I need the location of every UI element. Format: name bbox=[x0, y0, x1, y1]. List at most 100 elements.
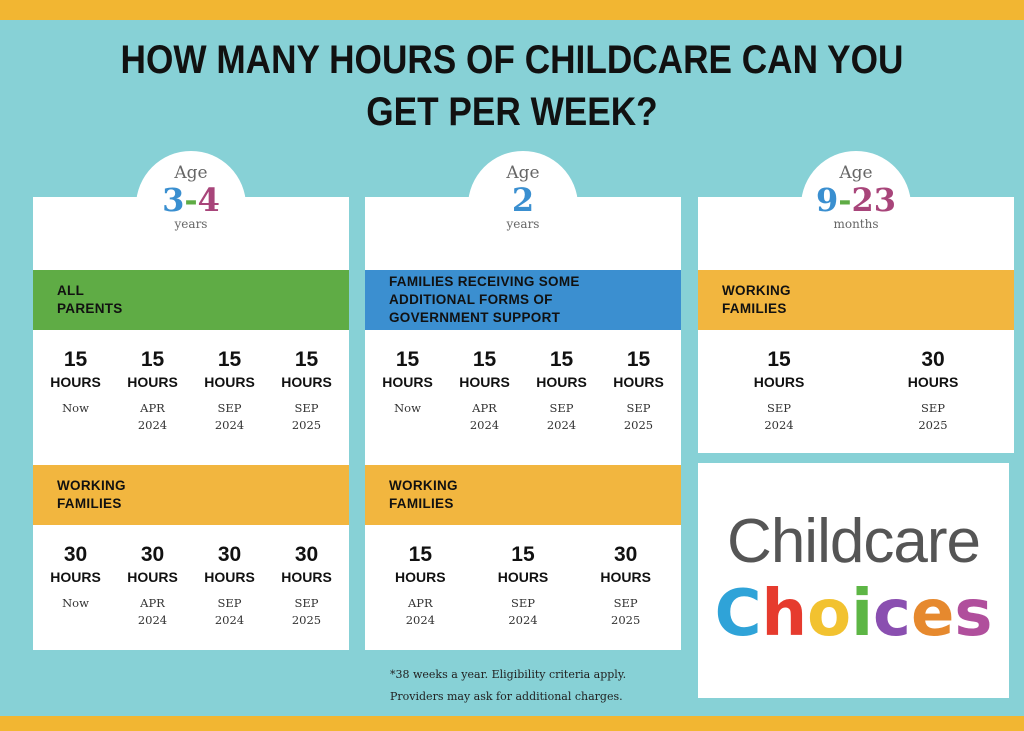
card-arch bbox=[801, 151, 911, 261]
hours-number: 15 bbox=[140, 348, 165, 371]
age-digit: 9 bbox=[815, 181, 839, 219]
start-date: SEP 2024 bbox=[742, 400, 816, 434]
start-date: SEP 2024 bbox=[193, 400, 267, 434]
start-month: SEP bbox=[217, 401, 242, 415]
hours-item: 30 HOURS SEP 2025 bbox=[589, 543, 663, 629]
start-date: Now bbox=[371, 400, 445, 417]
start-date: APR 2024 bbox=[116, 595, 190, 629]
start-year: 2024 bbox=[508, 613, 538, 627]
start-month: SEP bbox=[294, 596, 319, 610]
hours-item: 15 HOURS SEP 2025 bbox=[602, 348, 676, 434]
hours-number: 15 bbox=[408, 543, 432, 566]
hours-number: 15 bbox=[472, 348, 497, 371]
logo-line: Childcare bbox=[727, 507, 981, 576]
hours-row: 15 HOURS Now 15 HOURS APR 2024 15 HOURS SEP 2024 15… bbox=[365, 348, 681, 434]
start-year: 2024 bbox=[137, 418, 168, 432]
hours-unit: HOURS bbox=[382, 374, 433, 390]
logo: Childcare Choices bbox=[698, 463, 1009, 698]
band-label: WORKING FAMILIES bbox=[722, 283, 791, 316]
hours-number: 15 bbox=[217, 348, 242, 371]
card-arch bbox=[468, 151, 578, 261]
hours-item: 15 HOURS APR 2024 bbox=[383, 543, 457, 629]
eligibility-band: FAMILIES RECEIVING SOME ADDITIONAL FORMS… bbox=[365, 270, 681, 330]
hours-item: 30 HOURS SEP 2024 bbox=[193, 543, 267, 629]
age-header: Age 3-4 years bbox=[33, 163, 349, 231]
start-year: 2024 bbox=[546, 418, 577, 432]
start-year: 2025 bbox=[918, 418, 948, 432]
hours-number: 15 bbox=[626, 348, 651, 371]
age-header: Age 2 years bbox=[365, 163, 681, 231]
start-month: Now bbox=[394, 401, 421, 415]
start-year: 2024 bbox=[214, 613, 245, 627]
age-digit: 3 bbox=[162, 181, 185, 219]
hours-unit: HOURS bbox=[127, 374, 178, 390]
card-arch bbox=[136, 151, 246, 261]
hours-item: 15 HOURS APR 2024 bbox=[116, 348, 190, 434]
age-label: Age bbox=[839, 163, 873, 183]
start-month: SEP bbox=[613, 596, 638, 610]
hours-unit: HOURS bbox=[907, 374, 959, 390]
start-year: 2025 bbox=[291, 418, 322, 432]
age-card: Age 2 years FAMILIES RECEIVING SOME ADDITIO… bbox=[365, 151, 681, 650]
footnote: *38 weeks a year. Eligibility criteria a… bbox=[390, 664, 626, 708]
hours-number: 30 bbox=[294, 543, 319, 566]
hours-item: 15 HOURS Now bbox=[371, 348, 445, 434]
age-unit: years bbox=[174, 217, 208, 231]
age-digits: 2 bbox=[365, 183, 681, 217]
start-date: SEP 2025 bbox=[896, 400, 970, 434]
start-month: SEP bbox=[510, 596, 535, 610]
logo-letter: i bbox=[851, 577, 873, 651]
hours-number: 15 bbox=[395, 348, 420, 371]
hours-unit: HOURS bbox=[613, 374, 664, 390]
band-label: ALL PARENTS bbox=[57, 283, 123, 316]
hours-item: 15 HOURS SEP 2024 bbox=[525, 348, 599, 434]
eligibility-band: WORKING FAMILIES bbox=[33, 465, 349, 525]
age-digits: 9-23 bbox=[698, 183, 1014, 217]
hours-number: 15 bbox=[63, 348, 88, 371]
start-date: SEP 2025 bbox=[270, 400, 344, 434]
start-month: APR bbox=[140, 401, 165, 415]
age-unit: months bbox=[833, 217, 879, 231]
start-date: APR 2024 bbox=[448, 400, 522, 434]
age-digit: 2 bbox=[511, 181, 535, 219]
start-month: Now bbox=[62, 596, 89, 610]
start-month: SEP bbox=[217, 596, 242, 610]
hours-row: 30 HOURS Now 30 HOURS APR 2024 30 HOURS SEP 2024 30… bbox=[33, 543, 349, 629]
hours-number: 30 bbox=[63, 543, 88, 566]
logo-letter: C bbox=[714, 577, 762, 651]
start-month: Now bbox=[62, 401, 89, 415]
hours-item: 15 HOURS SEP 2024 bbox=[742, 348, 816, 434]
hours-number: 15 bbox=[511, 543, 535, 566]
hours-item: 15 HOURS APR 2024 bbox=[448, 348, 522, 434]
hours-number: 15 bbox=[767, 348, 791, 371]
hours-unit: HOURS bbox=[281, 569, 332, 585]
eligibility-band: ALL PARENTS bbox=[33, 270, 349, 330]
start-year: 2024 bbox=[214, 418, 245, 432]
hours-number: 30 bbox=[613, 543, 638, 566]
hours-number: 30 bbox=[140, 543, 165, 566]
start-month: APR bbox=[407, 596, 433, 610]
start-year: 2024 bbox=[405, 613, 435, 627]
logo-letter: h bbox=[761, 577, 808, 651]
hours-item: 30 HOURS Now bbox=[39, 543, 113, 629]
start-date: Now bbox=[39, 400, 113, 417]
age-digit: - bbox=[184, 181, 198, 219]
start-month: SEP bbox=[766, 401, 791, 415]
age-card: Age 9-23 months WORKING FAMILIES 15 HOURS SEP 2… bbox=[698, 151, 1014, 453]
logo-letter: s bbox=[954, 577, 993, 651]
eligibility-band: WORKING FAMILIES bbox=[698, 270, 1014, 330]
hours-number: 15 bbox=[549, 348, 574, 371]
hours-unit: HOURS bbox=[204, 374, 255, 390]
start-year: 2025 bbox=[623, 418, 654, 432]
hours-item: 30 HOURS SEP 2025 bbox=[896, 348, 970, 434]
age-label: Age bbox=[506, 163, 540, 183]
hours-unit: HOURS bbox=[395, 569, 446, 585]
hours-unit: HOURS bbox=[536, 374, 587, 390]
hours-unit: HOURS bbox=[281, 374, 332, 390]
hours-item: 15 HOURS SEP 2024 bbox=[193, 348, 267, 434]
hours-unit: HOURS bbox=[459, 374, 510, 390]
title: HOW MANY HOURS OF CHILDCARE CAN YOU GET … bbox=[120, 38, 904, 134]
hours-unit: HOURS bbox=[497, 569, 549, 585]
start-date: Now bbox=[39, 595, 113, 612]
logo-letter: o bbox=[807, 577, 852, 651]
